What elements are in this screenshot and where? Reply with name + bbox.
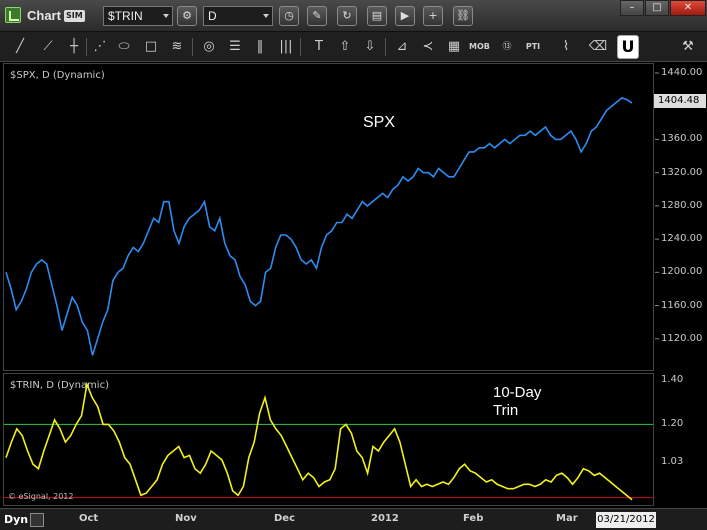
symbol-value: $TRIN [108, 9, 143, 23]
dynamic-toggle-button[interactable] [30, 513, 44, 527]
sim-badge: SIM [64, 10, 85, 22]
chart-settings-icon[interactable]: ⚙ [177, 6, 197, 26]
refresh-icon[interactable]: ↻ [337, 6, 357, 26]
time-axis-label: Dec [274, 513, 296, 524]
time-axis-label: Oct [79, 513, 99, 524]
time-axis-label: Nov [175, 513, 197, 524]
price-axis-tick: 1440.00 [661, 67, 703, 78]
time-axis[interactable]: Dyn 03/21/2012 [0, 508, 707, 530]
add-icon[interactable]: + [423, 6, 443, 26]
vline-tool-icon[interactable]: ||| [279, 39, 293, 54]
play-icon[interactable]: ▶ [395, 6, 415, 26]
line-tool-icon[interactable]: ╱ [16, 39, 24, 54]
toolbar-divider [385, 38, 386, 56]
pencil-icon[interactable]: ✎ [307, 6, 327, 26]
trin-axis-tick: 1.03 [661, 456, 684, 468]
dynamic-label: Dyn [4, 513, 29, 526]
mob-icon[interactable]: MOB [469, 42, 490, 51]
get-data-icon[interactable]: ▤ [367, 6, 387, 26]
trin-annotation-line2: Trin [493, 402, 519, 419]
trin-annotation-line1: 10-Day [493, 384, 542, 401]
trin-axis-tick: 1.40 [661, 374, 684, 385]
close-button[interactable]: ✕ [670, 0, 706, 16]
ray-tool-icon[interactable]: ⟋ [43, 39, 53, 54]
price-axis[interactable]: 1440.001400.001360.001320.001280.001240.… [655, 63, 707, 371]
time-axis-label: Feb [463, 513, 484, 524]
price-axis-tick: 1120.00 [661, 332, 703, 344]
gann-fan-icon[interactable]: ⊿ [396, 39, 408, 54]
toolbar-divider [86, 38, 87, 56]
text-tool-icon[interactable]: T [315, 39, 323, 54]
chevron-down-icon[interactable] [263, 14, 269, 18]
circle-13-icon[interactable]: ⑬ [502, 42, 512, 52]
price-axis-tick: 1160.00 [661, 299, 703, 311]
magnet-icon[interactable]: U [617, 35, 639, 59]
interval-value: D [208, 9, 217, 23]
trin-pane-label: $TRIN, D (Dynamic) [10, 380, 109, 391]
chevron-down-icon[interactable] [163, 14, 169, 18]
price-pane-label: $SPX, D (Dynamic) [10, 70, 105, 81]
clock-icon[interactable]: ◷ [279, 6, 299, 26]
copyright-text: © eSignal, 2012 [8, 492, 74, 501]
maximize-button[interactable]: □ [645, 0, 669, 16]
vertical-lines-icon[interactable]: ‖ [256, 39, 264, 54]
settings-icon[interactable]: ⚒ [682, 39, 694, 54]
fib-tool-icon[interactable]: ⋰ [93, 39, 107, 54]
grid-tool-icon[interactable]: ▦ [447, 39, 461, 54]
trend-icon[interactable]: ⌇ [562, 39, 570, 54]
drawing-toolbar: ╱ ⟋ ┼ ⋰ ⬭ □ ≋ ◎ ☰ ‖ ||| T ⇧ ⇩ ⊿ ≺ ▦ MOB … [0, 32, 707, 62]
price-axis-tick: 1240.00 [661, 233, 703, 245]
window-title: Chart [27, 8, 61, 23]
chart-logo-icon [5, 7, 21, 23]
price-axis-tick: 1200.00 [661, 266, 703, 278]
channel-tool-icon[interactable]: ≋ [171, 39, 183, 54]
rectangle-tool-icon[interactable]: □ [144, 39, 158, 54]
toolbar-divider [300, 38, 301, 56]
time-axis-label: 2012 [371, 513, 399, 524]
interval-input[interactable]: D [203, 6, 273, 26]
spx-series-line [5, 97, 633, 356]
current-date-badge: 03/21/2012 [596, 512, 656, 528]
ellipse-tool-icon[interactable]: ⬭ [118, 39, 130, 54]
minimize-button[interactable]: – [620, 0, 644, 16]
cycle-tool-icon[interactable]: ◎ [203, 39, 215, 54]
trin-pane[interactable]: $TRIN, D (Dynamic) [3, 373, 654, 506]
horizontal-lines-icon[interactable]: ☰ [229, 39, 241, 54]
toolbar-divider [192, 38, 193, 56]
symbol-input[interactable]: $TRIN [103, 6, 173, 26]
trin-axis-tick: 1.20 [661, 418, 684, 430]
title-bar: Chart SIM $TRIN ⚙ D ◷ ✎ ↻ ▤ ▶ + ⛓ – □ ✕ [0, 0, 707, 32]
time-axis-label: Mar [556, 513, 578, 524]
price-axis-tick: 1280.00 [661, 199, 703, 211]
speed-line-icon[interactable]: ≺ [422, 39, 434, 54]
trin-axis[interactable]: 1.40 1.20 1.03 [655, 373, 707, 506]
arrow-down-icon[interactable]: ⇩ [364, 39, 376, 54]
trin-series-line [5, 381, 633, 501]
price-pane[interactable]: $SPX, D (Dynamic) [3, 63, 654, 371]
price-axis-tick: 1320.00 [661, 166, 703, 178]
spx-annotation: SPX [363, 114, 396, 131]
hline-tool-icon[interactable]: ┼ [70, 39, 78, 54]
arrow-up-icon[interactable]: ⇧ [339, 39, 351, 54]
last-price-badge: 1404.48 [654, 94, 706, 108]
price-axis-tick: 1360.00 [661, 133, 703, 145]
pti-icon[interactable]: PTI [525, 42, 541, 51]
eraser-icon[interactable]: ⌫ [588, 39, 608, 54]
link-icon[interactable]: ⛓ [453, 6, 473, 26]
